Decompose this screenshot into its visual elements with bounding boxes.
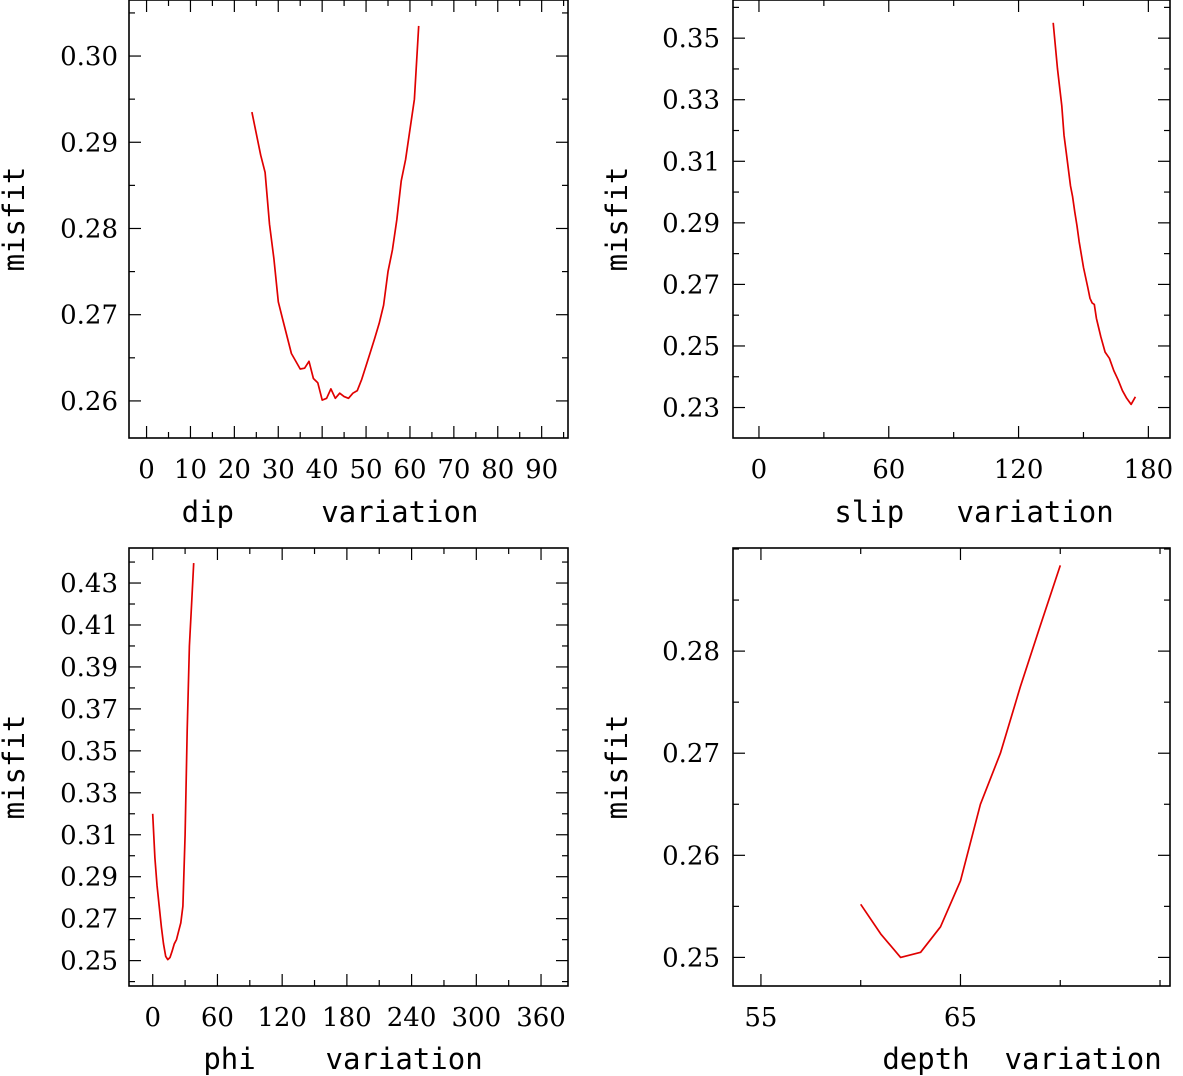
x-tick-label: 70 — [437, 455, 470, 485]
y-tick-label: 0.25 — [662, 943, 720, 973]
y-tick-label: 0.37 — [60, 695, 118, 725]
y-tick-label: 0.27 — [662, 270, 720, 300]
misfit-curve-slip — [1052, 22, 1137, 406]
y-tick-label: 0.30 — [60, 42, 118, 72]
chart-panel-depth: 55 65 0.25 0.26 0.27 0.28 depth variation misfi… — [600, 547, 1171, 1076]
y-tick-label: 0.25 — [662, 332, 720, 362]
y-tick-label: 0.25 — [60, 947, 118, 977]
x-tick-label: 60 — [872, 455, 905, 485]
y-tick-label: 0.31 — [60, 821, 118, 851]
x-tick-label: 55 — [744, 1003, 777, 1033]
x-tick-label: 300 — [451, 1003, 501, 1033]
misfit-curve-depth — [859, 565, 1062, 959]
y-tick-label: 0.43 — [60, 569, 118, 599]
chart-panel-dip: 0 10 20 30 40 50 60 70 80 90 0.26 0.27 0.28 0.29 0.30 d… — [0, 0, 569, 529]
x-tick-label: 10 — [174, 455, 207, 485]
x-tick-label: 90 — [525, 455, 558, 485]
x-tick-label: 80 — [481, 455, 514, 485]
y-tick-label: 0.28 — [662, 637, 720, 667]
x-tick-label: 120 — [994, 455, 1044, 485]
y-tick-label: 0.29 — [60, 128, 118, 158]
y-axis-label: misfit — [0, 167, 31, 272]
y-tick-label: 0.41 — [60, 611, 118, 641]
x-axis-label: depth variation — [882, 1042, 1161, 1076]
chart-panel-slip: 0 60 120 180 0.23 0.25 0.27 0.29 0.31 0.33 0.35 sli… — [600, 0, 1173, 529]
x-tick-label: 360 — [516, 1003, 566, 1033]
x-tick-label: 40 — [306, 455, 339, 485]
x-tick-label: 0 — [751, 455, 768, 485]
plot-frame — [732, 0, 1171, 439]
y-axis-label: misfit — [600, 167, 634, 272]
y-tick-label: 0.29 — [60, 863, 118, 893]
y-tick-label: 0.35 — [662, 24, 720, 54]
x-tick-label: 0 — [144, 1003, 161, 1033]
y-tick-label: 0.29 — [662, 209, 720, 239]
x-tick-label: 180 — [1124, 455, 1174, 485]
x-tick-label: 20 — [218, 455, 251, 485]
y-axis-label: misfit — [600, 715, 634, 820]
y-tick-label: 0.27 — [60, 301, 118, 331]
y-tick-label: 0.27 — [662, 739, 720, 769]
x-tick-label: 0 — [138, 455, 155, 485]
y-tick-label: 0.23 — [662, 394, 720, 424]
y-tick-label: 0.28 — [60, 214, 118, 244]
x-tick-label: 30 — [262, 455, 295, 485]
misfit-curve-phi — [151, 563, 195, 961]
y-tick-label: 0.33 — [60, 779, 118, 809]
x-axis-label: phi variation — [203, 1042, 482, 1076]
plot-frame — [128, 547, 569, 987]
plot-frame — [128, 0, 569, 439]
y-axis-label: misfit — [0, 715, 31, 820]
x-axis-label: slip variation — [834, 495, 1113, 529]
y-tick-label: 0.26 — [60, 387, 118, 417]
y-tick-label: 0.35 — [60, 737, 118, 767]
y-tick-label: 0.31 — [662, 147, 720, 177]
y-tick-label: 0.27 — [60, 905, 118, 935]
y-tick-label: 0.26 — [662, 841, 720, 871]
x-tick-label: 240 — [387, 1003, 437, 1033]
x-tick-label: 50 — [350, 455, 383, 485]
y-tick-label: 0.33 — [662, 86, 720, 116]
x-tick-label: 65 — [944, 1003, 977, 1033]
misfit-curve-dip — [251, 25, 420, 401]
x-tick-label: 180 — [322, 1003, 372, 1033]
chart-panel-phi: 0 60 120 180 240 300 360 0.25 0.27 0.29 0.31 0.33 0.… — [0, 547, 569, 1076]
x-tick-label: 60 — [201, 1003, 234, 1033]
x-axis-label: dip variation — [182, 495, 479, 529]
y-tick-label: 0.39 — [60, 653, 118, 683]
plot-frame — [732, 547, 1171, 987]
x-tick-label: 120 — [257, 1003, 307, 1033]
x-tick-label: 60 — [393, 455, 426, 485]
